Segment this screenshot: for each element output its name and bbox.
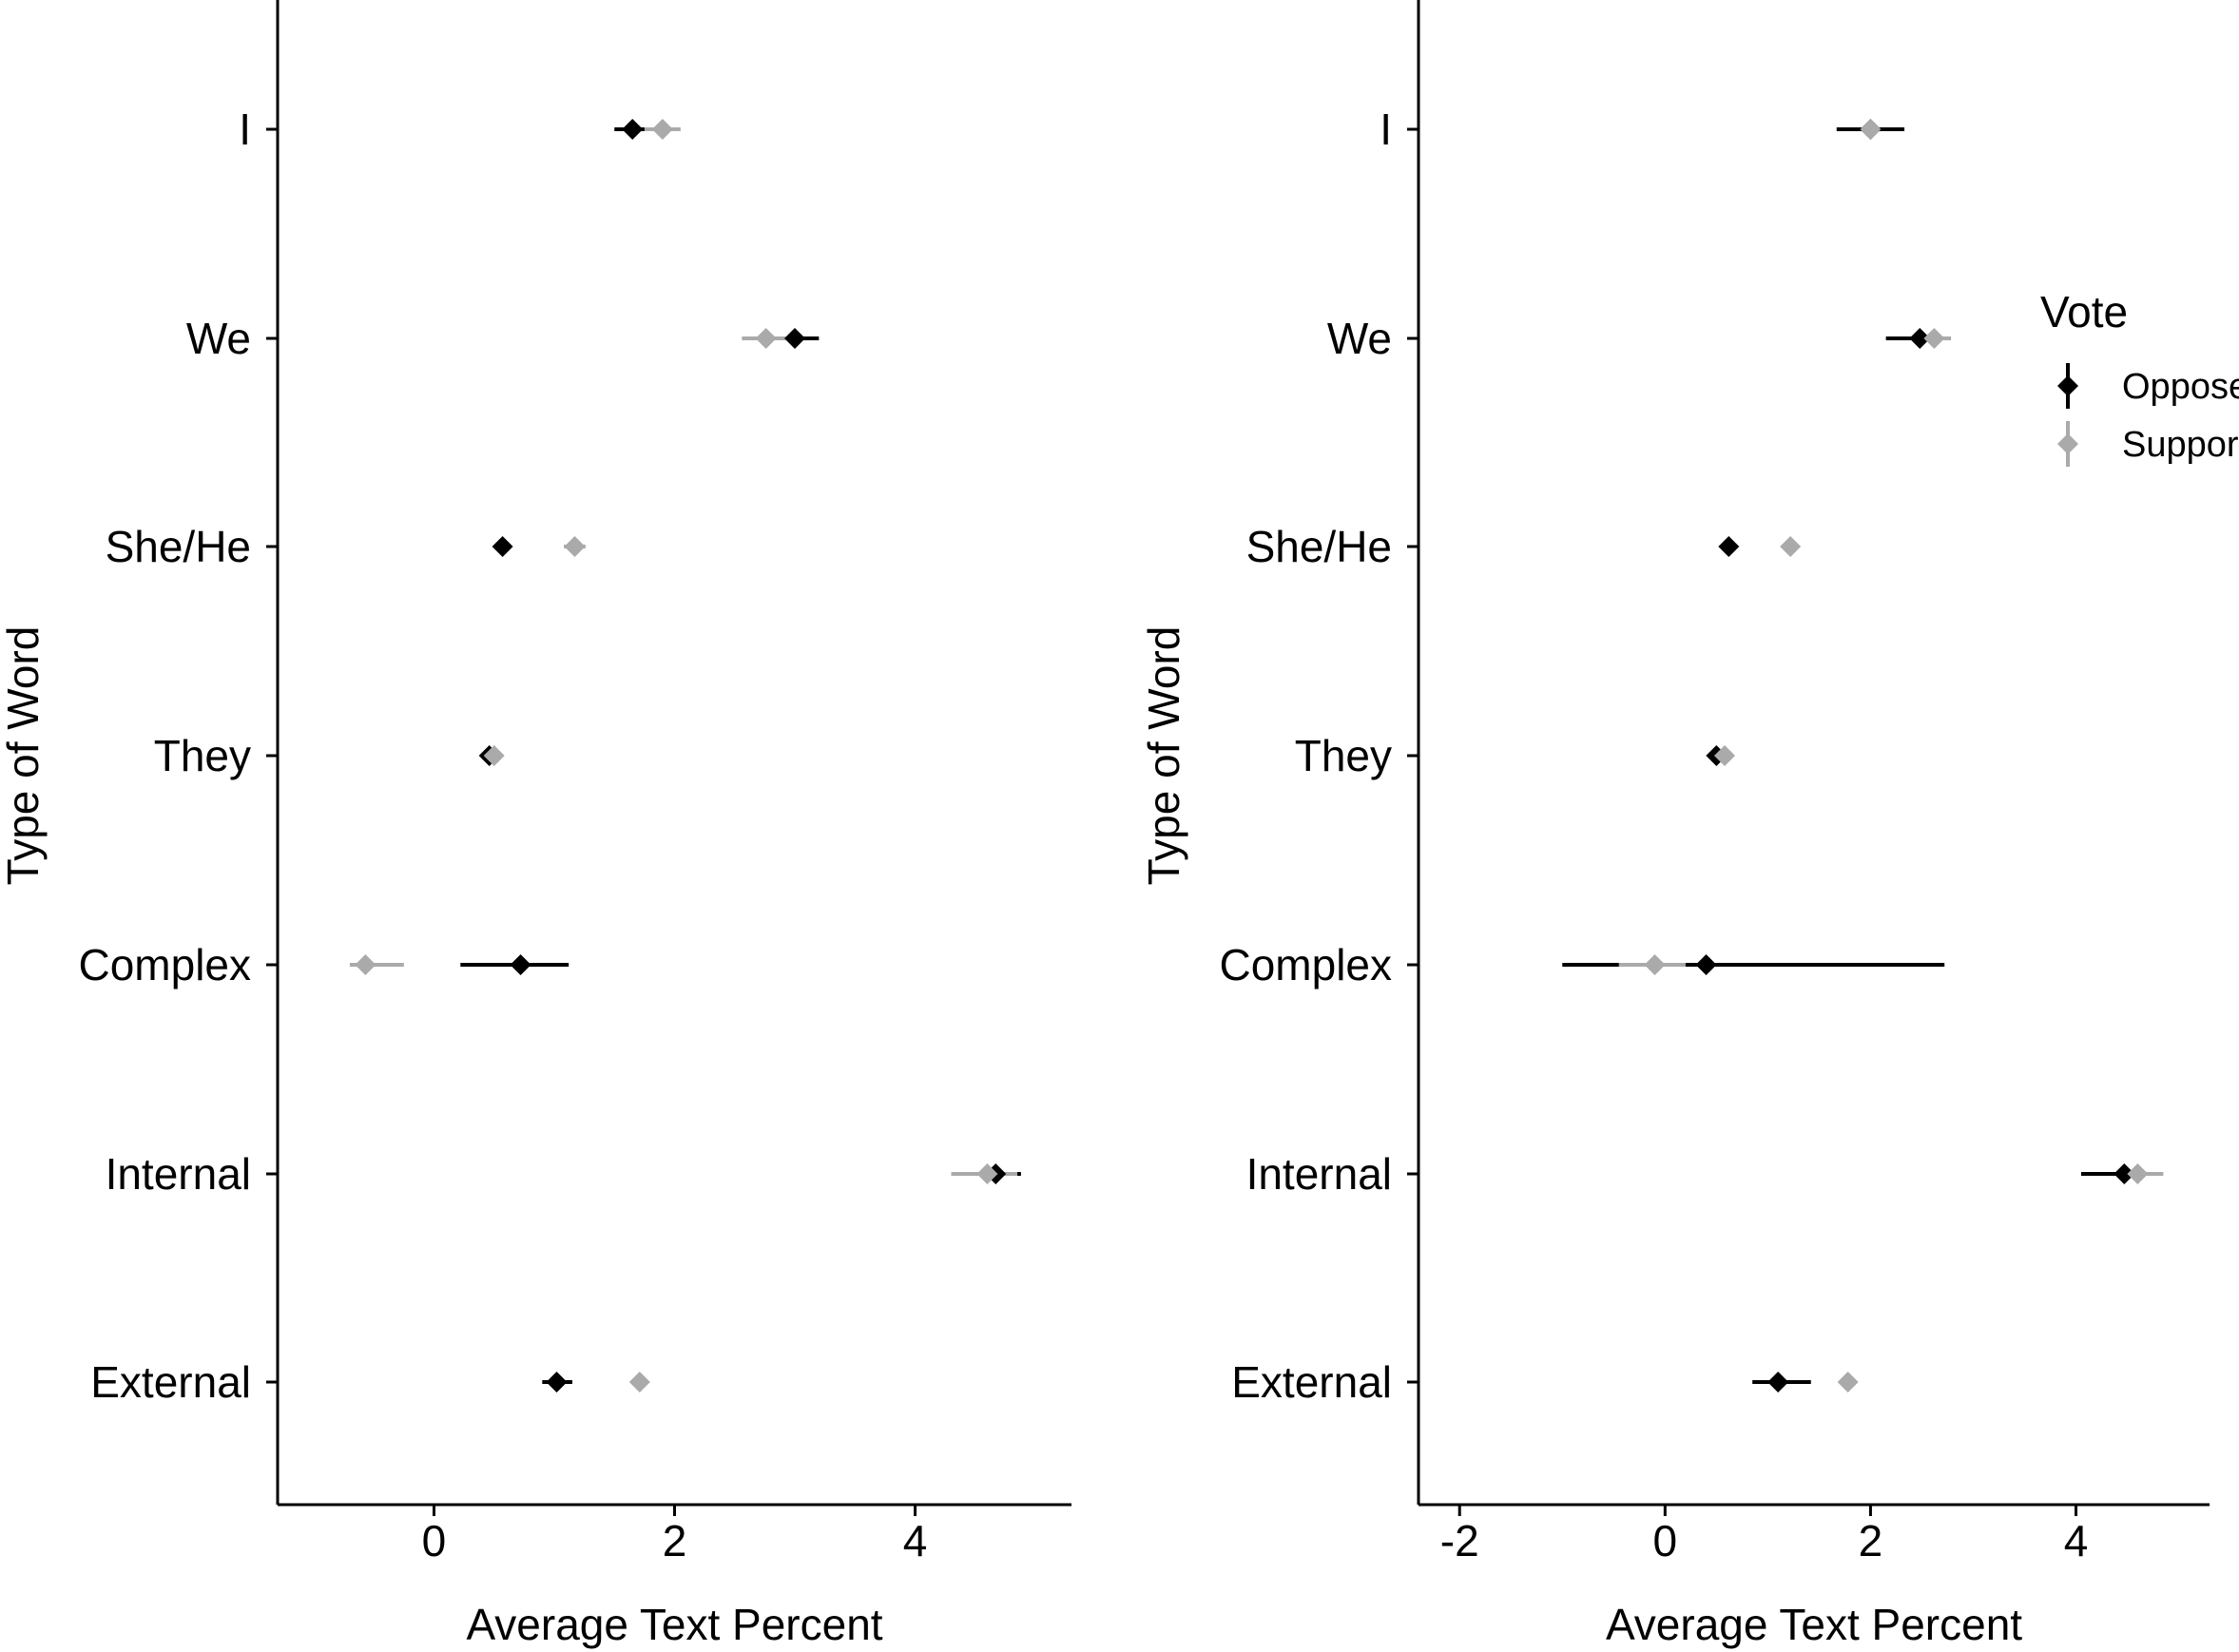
x-axis-title: Average Text Percent [466, 1600, 882, 1649]
x-tick-label: 4 [2064, 1516, 2089, 1566]
y-tick-label: I [1380, 105, 1392, 154]
data-point [1780, 536, 1802, 557]
data-point [784, 328, 806, 349]
x-tick-label: 0 [1653, 1516, 1678, 1566]
y-tick-label: She/He [106, 522, 251, 571]
y-tick-label: We [186, 314, 251, 363]
y-tick-label: Internal [106, 1149, 251, 1199]
y-axis-title: Type of Word [0, 626, 48, 886]
legend-title: Vote [2040, 287, 2128, 336]
x-tick-label: 0 [422, 1516, 447, 1566]
data-point [628, 1372, 650, 1393]
data-point [510, 954, 531, 975]
x-tick-label: 2 [663, 1516, 687, 1566]
data-point [1713, 745, 1735, 766]
data-point [1837, 1372, 1859, 1393]
y-tick-label: I [239, 105, 251, 154]
x-tick-label: -2 [1440, 1516, 1479, 1566]
y-tick-label: Complex [78, 940, 251, 989]
y-tick-label: She/He [1246, 522, 1392, 571]
legend-label: Oppose [2122, 367, 2239, 407]
data-point [1860, 119, 1882, 140]
left-panel: I We She/He They Complex Internal External 0 2 4A… [0, 0, 1071, 1649]
data-point [483, 745, 505, 766]
legend-key-diamond [2057, 375, 2078, 396]
x-tick-label: 4 [903, 1516, 928, 1566]
y-tick-label: They [154, 731, 251, 780]
y-tick-label: They [1295, 731, 1392, 780]
data-point [1695, 954, 1717, 975]
y-tick-label: Complex [1219, 940, 1392, 989]
data-point [2127, 1163, 2149, 1184]
data-point [755, 328, 777, 349]
data-point [1767, 1372, 1789, 1393]
legend-label: Support [2122, 425, 2239, 465]
data-point [622, 119, 644, 140]
y-tick-label: External [90, 1357, 251, 1407]
legend-key-diamond [2057, 433, 2078, 454]
y-tick-label: Internal [1246, 1149, 1392, 1199]
x-tick-label: 2 [1859, 1516, 1883, 1566]
data-point [546, 1372, 568, 1393]
data-point [1718, 536, 1740, 557]
y-axis-title: Type of Word [1139, 626, 1188, 886]
data-point [976, 1163, 998, 1184]
data-point [564, 536, 586, 557]
data-point [355, 954, 376, 975]
right-panel: I We She/He They Complex Internal External -2 0 2… [1139, 0, 2210, 1649]
data-point [651, 119, 673, 140]
data-point [1923, 328, 1945, 349]
data-point [2114, 1163, 2135, 1184]
legend: Vote Oppose Support [2040, 287, 2239, 467]
x-axis-title: Average Text Percent [1606, 1600, 2022, 1649]
data-point [492, 536, 513, 557]
y-tick-label: External [1231, 1357, 1392, 1407]
data-point [1909, 328, 1931, 349]
data-point [1644, 954, 1666, 975]
y-tick-label: We [1327, 314, 1392, 363]
